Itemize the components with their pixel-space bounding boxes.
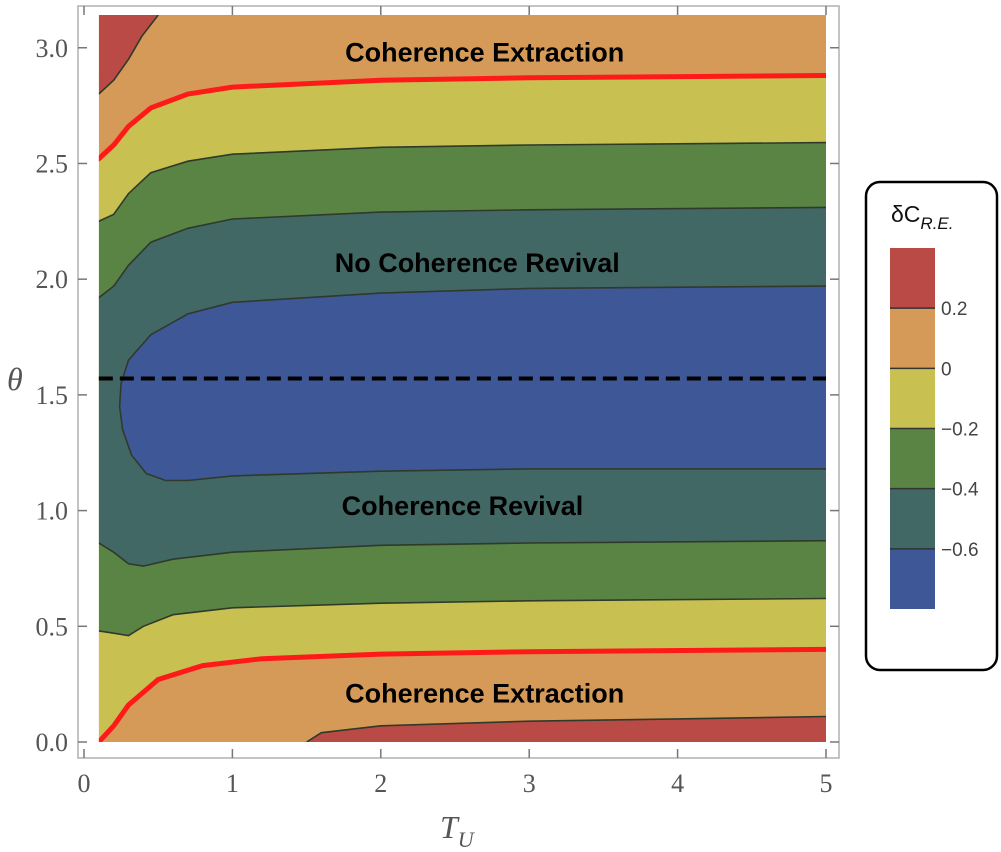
y-tick-label: 1.5 [36,381,69,410]
contour-minus0.4-lower [98,539,826,567]
legend-title-sub: R.E. [920,214,953,233]
y-tick-label: 3.0 [36,34,69,63]
region-label-1: No Coherence Revival [335,248,620,278]
x-tick-label: 1 [226,769,239,798]
contour-minus0.2-lower [98,597,826,637]
y-tick-label: 2.0 [36,265,69,294]
colorbar-tick-label: −0.2 [941,420,979,441]
colorbar-segment-2 [890,428,935,489]
y-tick-label: 2.5 [36,149,69,178]
contour-zero-lower [98,646,826,742]
region-label-0: Coherence Extraction [345,37,624,67]
colorbar-tick-label: −0.6 [941,540,979,561]
x-axis-label-sub: U [458,827,476,852]
legend-title-main: δC [891,201,920,227]
colorbar-legend: δCR.E. 0.2 0 −0.2 −0.4 −0.6 [864,180,999,672]
contour-0.2-upper [98,15,159,95]
contour-0.2-lower [306,715,826,742]
y-tick-label: 0.5 [36,612,69,641]
band-above-0.2-top [98,15,159,94]
x-tick-label: 4 [671,769,684,798]
x-tick-label: 5 [820,769,833,798]
colorbar: 0.2 0 −0.2 −0.4 −0.6 [890,248,979,609]
contour-zero-upper [98,73,826,162]
colorbar-tick-label: −0.4 [941,480,979,501]
y-axis-label: θ [7,361,23,397]
colorbar-segment-1 [890,488,935,549]
x-tick-label: 0 [78,769,91,798]
colorbar-segment-0 [890,548,935,609]
x-axis-label-main: T [440,809,460,845]
contour-minus0.2-upper [98,141,826,223]
region-label-2: Coherence Revival [342,491,584,521]
legend-title: δCR.E. [891,201,953,233]
colorbar-segment-3 [890,368,935,429]
band-above-0.2-bottom [306,716,826,742]
y-tick-label: 0.0 [36,728,69,757]
contour-line-layer [98,15,826,742]
x-tick-label: 3 [523,769,536,798]
region-label-3: Coherence Extraction [345,678,624,708]
colorbar-segment-5 [890,248,935,309]
contour-minus0.6 [118,285,826,482]
colorbar-tick-label: 0.2 [941,299,967,320]
colorbar-tick-label: 0 [941,359,952,380]
x-axis-label: TU [440,809,476,852]
contour-fill-layer [98,15,826,742]
colorbar-segment-4 [890,308,935,369]
band-below-minus0.6 [119,286,826,481]
y-tick-label: 1.0 [36,497,69,526]
x-tick-label: 2 [374,769,387,798]
contour-minus0.4-upper [98,206,826,299]
axis-ticks: 0 1 2 3 4 5 0.0 0.5 1.0 1.5 2.0 2.5 3.0 [36,6,839,798]
region-labels: Coherence Extraction No Coherence Revival… [335,37,625,708]
